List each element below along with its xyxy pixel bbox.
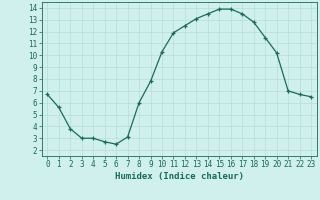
X-axis label: Humidex (Indice chaleur): Humidex (Indice chaleur) [115,172,244,181]
